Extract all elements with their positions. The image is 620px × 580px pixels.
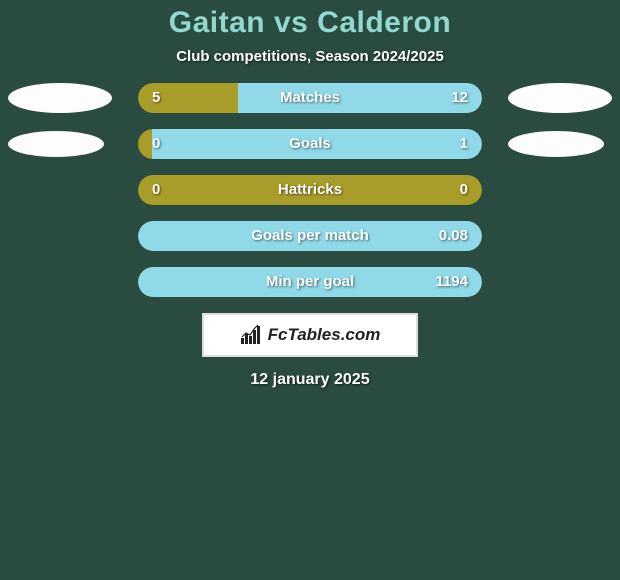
subtitle: Club competitions, Season 2024/2025 <box>0 48 620 65</box>
stat-row: 512Matches <box>138 83 482 113</box>
stat-row: 01Goals <box>138 129 482 159</box>
stat-row: 1194Min per goal <box>138 267 482 297</box>
bar-chart-icon <box>240 324 264 346</box>
stat-rows: 512Matches 01Goals 00Hattricks 0.08Goals pe… <box>138 83 482 297</box>
player-right-avatar <box>508 83 612 113</box>
player-left-avatar <box>8 83 112 113</box>
player-left-club-avatar <box>8 131 104 157</box>
player-left-avatars <box>8 83 112 157</box>
page-title: Gaitan vs Calderon <box>0 0 620 40</box>
stat-label: Goals <box>138 129 482 159</box>
stat-row: 00Hattricks <box>138 175 482 205</box>
branding-text: FcTables.com <box>268 325 381 345</box>
comparison-chart: 512Matches 01Goals 00Hattricks 0.08Goals pe… <box>0 83 620 297</box>
stat-row: 0.08Goals per match <box>138 221 482 251</box>
player-right-club-avatar <box>508 131 604 157</box>
player-right-avatars <box>508 83 612 157</box>
stat-label: Goals per match <box>138 221 482 251</box>
stat-label: Min per goal <box>138 267 482 297</box>
branding-box: FcTables.com <box>202 313 418 357</box>
stat-label: Matches <box>138 83 482 113</box>
stat-label: Hattricks <box>138 175 482 205</box>
date-label: 12 january 2025 <box>0 371 620 389</box>
